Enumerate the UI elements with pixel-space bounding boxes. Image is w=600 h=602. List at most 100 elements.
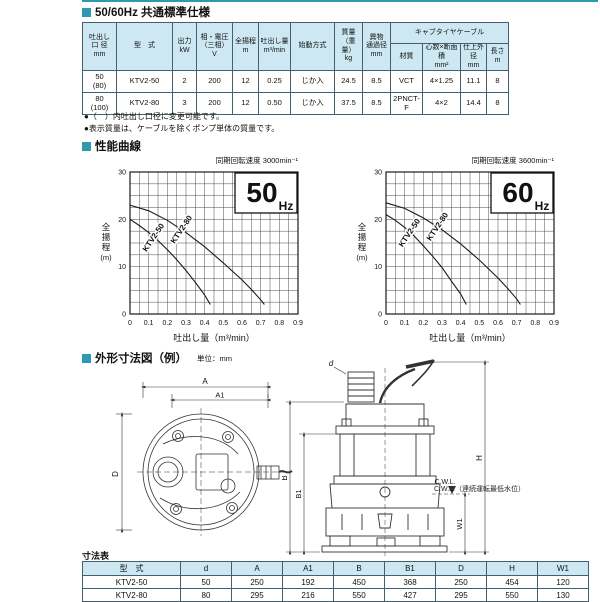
dim-label-b: B xyxy=(282,475,289,480)
svg-text:0.7: 0.7 xyxy=(512,320,522,327)
dim-label-h: H xyxy=(475,455,484,461)
section-dimensions-title: 外形寸法図（例） xyxy=(95,353,187,365)
svg-text:0.6: 0.6 xyxy=(237,320,247,327)
spec-cell: 8.5 xyxy=(362,70,391,94)
dim-table-title: 寸法表 xyxy=(82,551,110,561)
dim-cell: 120 xyxy=(537,575,589,589)
dim-header: 型 式 xyxy=(82,561,181,576)
dim-header: B1 xyxy=(384,561,436,576)
spec-header-cable-cores: 心数×断面積 mm² xyxy=(422,42,461,72)
svg-text:0.8: 0.8 xyxy=(274,320,284,327)
pump-top-view-drawing: A A1 D xyxy=(111,377,293,536)
svg-text:0: 0 xyxy=(128,320,132,327)
sync-speed-label: 同期回転速度 3000min⁻¹ xyxy=(216,155,299,165)
spec-cell: 0.25 xyxy=(258,70,291,94)
svg-text:0: 0 xyxy=(122,312,126,319)
spec-cell: 2PNCT-F xyxy=(390,92,423,116)
y-axis-title-char: 揚 xyxy=(358,232,367,242)
frequency-box xyxy=(490,172,554,214)
y-axis-unit: (m) xyxy=(100,253,112,262)
frequency-value: 60 xyxy=(502,177,533,208)
svg-text:0: 0 xyxy=(378,312,382,319)
performance-chart-60hz: 0 0.1 0.2 0.3 0.4 0.5 0.6 0.7 0.8 0.9 0 10 20 30 KTV2-… xyxy=(346,152,598,346)
dim-label-a1: A1 xyxy=(215,391,224,400)
spec-cell: 8 xyxy=(486,92,509,116)
section-marker-icon xyxy=(82,141,91,151)
spec-cell: 50 (80) xyxy=(82,70,117,94)
spec-notes: ●（ ）内吐出し口径に変更可能です。 ●表示質量は、ケーブルを除くポンプ単体の質… xyxy=(84,111,279,136)
spec-header-cable-material: 材質 xyxy=(390,42,423,72)
dim-header: D xyxy=(435,561,487,576)
top-accent-line xyxy=(82,0,598,2)
cwl-note: C.W.L.（連続運転最低水位） xyxy=(434,486,526,493)
pump-volute xyxy=(329,483,441,509)
dim-row-ktv2-80: KTV2-80 80 295 216 550 427 295 550 130 xyxy=(82,588,589,602)
curve-ktv2-80 xyxy=(385,202,521,305)
svg-text:0.1: 0.1 xyxy=(400,320,410,327)
curve-label-ktv2-50: KTV2-50 xyxy=(397,217,423,249)
svg-text:0.4: 0.4 xyxy=(200,320,210,327)
spec-header-starting: 始動方式 xyxy=(290,21,335,72)
dim-cell: 454 xyxy=(486,575,538,589)
water-level-symbol xyxy=(448,486,456,494)
section-marker-icon xyxy=(82,7,91,17)
cable-entry-box xyxy=(195,453,229,491)
dim-row-ktv2-50: KTV2-50 50 250 192 450 368 250 454 120 xyxy=(82,575,589,589)
section-curves-heading: 性能曲線 xyxy=(82,138,141,154)
spec-cell: じか入 xyxy=(290,92,335,116)
dim-cell: 50 xyxy=(180,575,232,589)
svg-text:0.8: 0.8 xyxy=(530,320,540,327)
spec-header-bore: 吐出し 口 径 mm xyxy=(82,21,117,72)
svg-text:0.3: 0.3 xyxy=(181,320,191,327)
spec-header-head: 全揚程 m xyxy=(232,21,259,72)
curve-ktv2-80 xyxy=(129,204,265,305)
svg-text:30: 30 xyxy=(374,170,382,177)
svg-text:30: 30 xyxy=(118,170,126,177)
spec-cell: 24.5 xyxy=(334,70,363,94)
spec-cell: 11.1 xyxy=(460,70,487,94)
dim-header: A1 xyxy=(282,561,334,576)
svg-text:0.3: 0.3 xyxy=(437,320,447,327)
spec-cell: 14.4 xyxy=(460,92,487,116)
dim-header: A xyxy=(231,561,283,576)
x-axis-title: 吐出し量（m³/min） xyxy=(173,332,255,343)
svg-text:0: 0 xyxy=(384,320,388,327)
svg-text:0.9: 0.9 xyxy=(549,320,559,327)
dim-header: B xyxy=(333,561,385,576)
y-axis-title-char: 全 xyxy=(358,222,367,232)
frequency-unit: Hz xyxy=(535,199,550,213)
dim-header: d xyxy=(180,561,232,576)
spec-header-cable-od: 仕上外径 mm xyxy=(460,42,487,72)
section-curves-title: 性能曲線 xyxy=(95,141,141,153)
section-marker-icon xyxy=(82,353,91,363)
dim-label-d-dia: D xyxy=(111,471,120,477)
dim-cell: KTV2-50 xyxy=(82,575,181,589)
dim-header: H xyxy=(486,561,538,576)
spec-cell: 12 xyxy=(232,70,259,94)
spec-header-cable-length: 長さ m xyxy=(486,42,509,72)
svg-text:0.7: 0.7 xyxy=(256,320,266,327)
frequency-unit: Hz xyxy=(279,199,294,213)
curve-ktv2-50 xyxy=(385,214,467,305)
motor-top-cap xyxy=(345,403,425,426)
svg-text:10: 10 xyxy=(118,264,126,271)
cwl-label: C.W.L. xyxy=(434,479,455,486)
dim-label-b1: B1 xyxy=(294,489,303,498)
svg-text:0.5: 0.5 xyxy=(218,320,228,327)
dim-label-d: d xyxy=(329,359,334,368)
curve-label-ktv2-80: KTV2-80 xyxy=(169,213,195,245)
discharge-hose-coupling xyxy=(347,371,375,403)
curve-label-ktv2-80: KTV2-80 xyxy=(425,210,451,242)
spec-header-cable-group: キャブタイヤケーブル xyxy=(390,22,509,44)
dim-cell: 250 xyxy=(231,575,283,589)
spec-cell: KTV2-50 xyxy=(116,70,173,94)
dim-label-w1: W1 xyxy=(455,518,464,529)
y-axis-title-char: 全 xyxy=(102,222,111,232)
spec-row-ktv2-80: 80 (100) KTV2-80 3 200 12 0.50 じか入 37.5 … xyxy=(82,92,509,116)
y-axis-title-char: 程 xyxy=(358,242,367,252)
svg-text:20: 20 xyxy=(374,217,382,224)
sync-speed-label: 同期回転速度 3600min⁻¹ xyxy=(472,155,555,165)
svg-text:10: 10 xyxy=(374,264,382,271)
pump-front-view-drawing: d B B1 H W1 C.W.L. xyxy=(282,359,489,556)
